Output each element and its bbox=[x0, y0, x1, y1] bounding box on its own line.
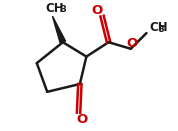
Text: CH: CH bbox=[46, 2, 64, 15]
Text: 3: 3 bbox=[61, 5, 66, 14]
Polygon shape bbox=[53, 16, 66, 43]
Text: O: O bbox=[77, 113, 88, 126]
Text: O: O bbox=[91, 4, 103, 17]
Text: 3: 3 bbox=[158, 25, 164, 34]
Text: CH: CH bbox=[149, 21, 168, 34]
Text: O: O bbox=[126, 37, 138, 50]
